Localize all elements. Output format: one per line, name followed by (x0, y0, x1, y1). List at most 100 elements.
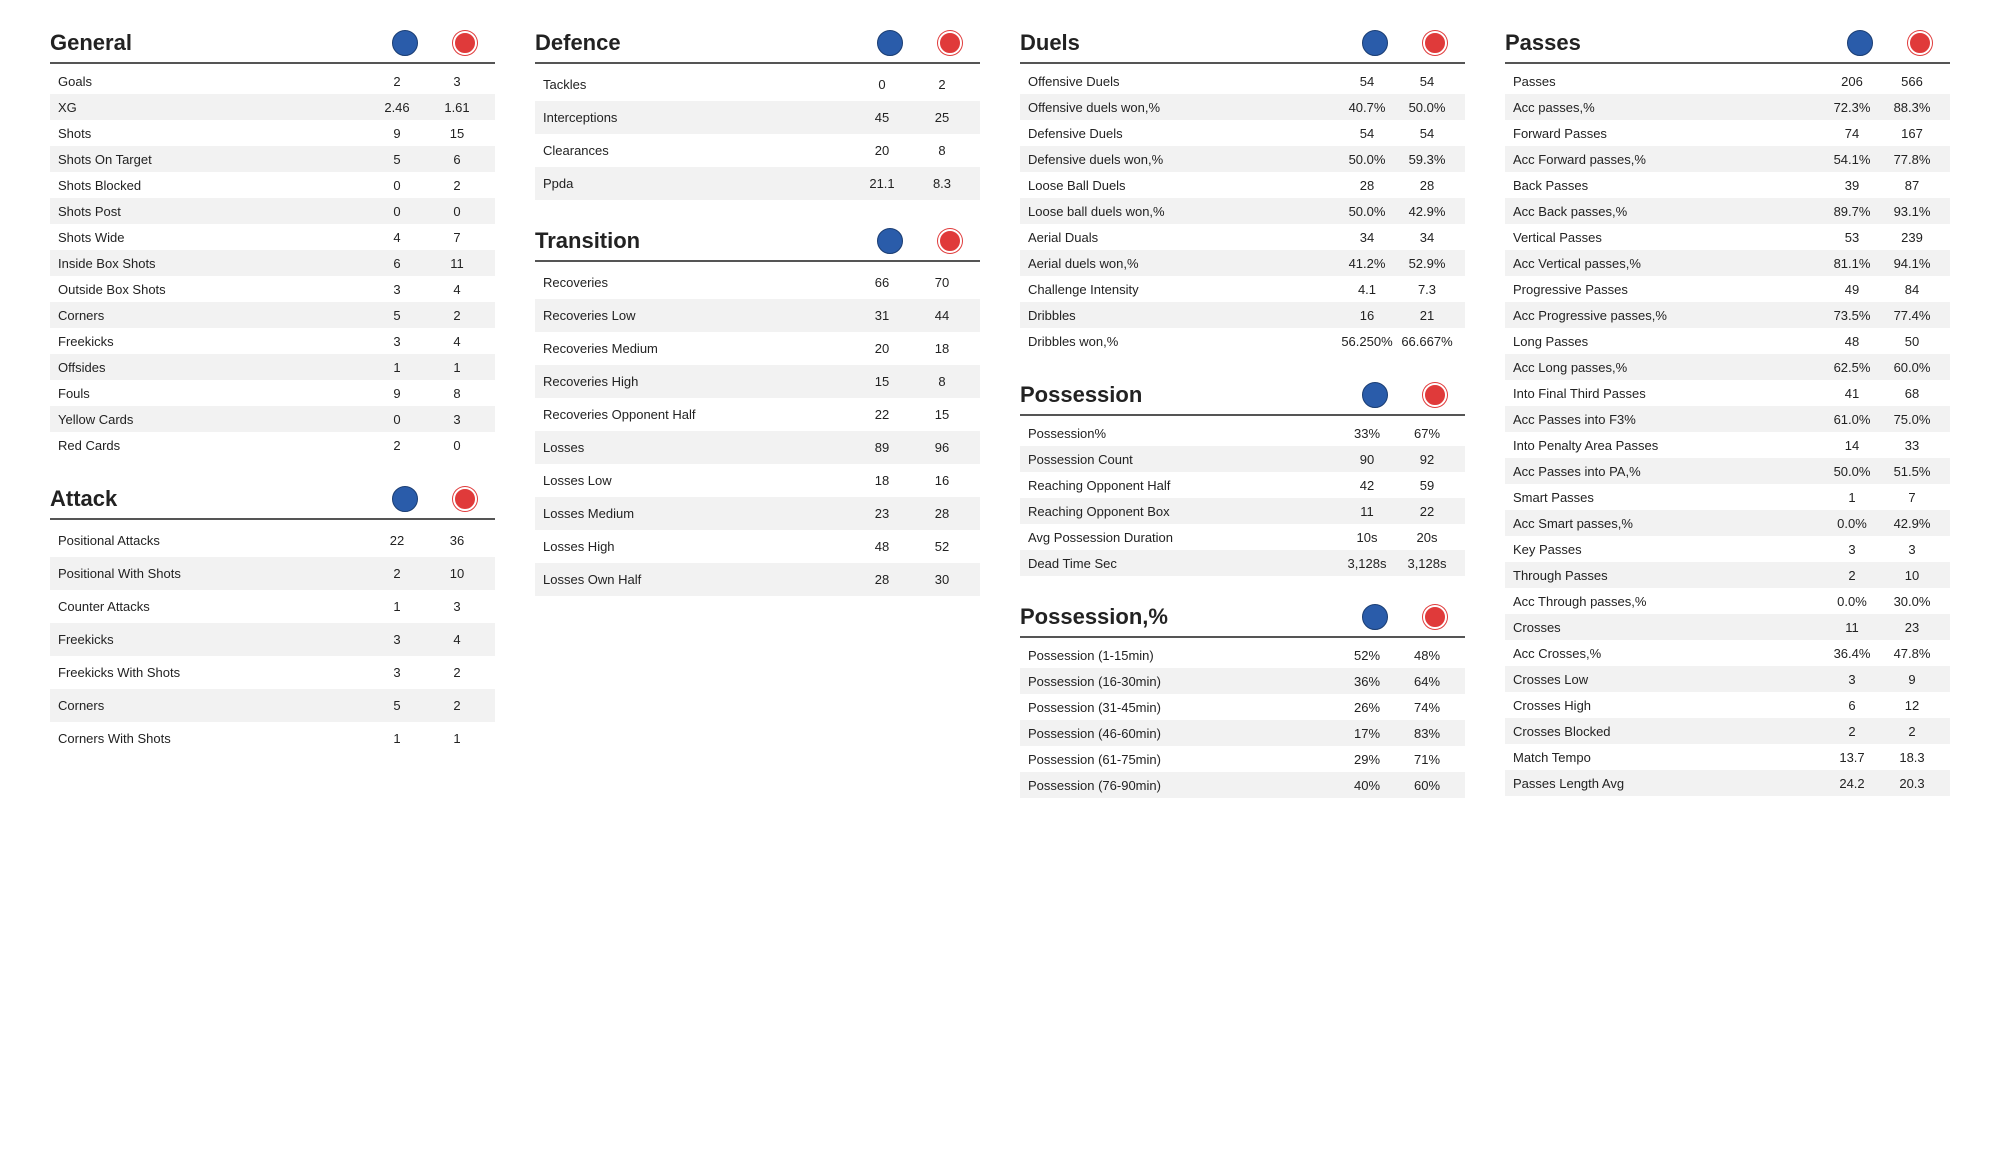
stat-away-value: 1 (427, 731, 487, 746)
stat-label: Recoveries Opponent Half (543, 407, 852, 422)
stat-away-value: 12 (1882, 698, 1942, 713)
stat-away-value: 77.8% (1882, 152, 1942, 167)
stat-away-value: 7.3 (1397, 282, 1457, 297)
stat-home-value: 74 (1822, 126, 1882, 141)
stat-home-value: 3 (367, 632, 427, 647)
home-crest-icon (1362, 604, 1388, 630)
stat-row: Reaching Opponent Half4259 (1020, 472, 1465, 498)
stat-label: Recoveries Low (543, 308, 852, 323)
stat-row: Crosses Low39 (1505, 666, 1950, 692)
stat-away-value: 77.4% (1882, 308, 1942, 323)
stat-away-value: 33 (1882, 438, 1942, 453)
stat-label: Corners (58, 698, 367, 713)
stat-home-value: 0.0% (1822, 594, 1882, 609)
stat-away-value: 0 (427, 438, 487, 453)
stat-away-value: 70 (912, 275, 972, 290)
stat-label: Possession (61-75min) (1028, 752, 1337, 767)
stat-row: Positional With Shots210 (50, 557, 495, 590)
stat-label: Possession (76-90min) (1028, 778, 1337, 793)
stat-label: Shots Post (58, 204, 367, 219)
stat-away-value: 10 (1882, 568, 1942, 583)
stat-home-value: 41.2% (1337, 256, 1397, 271)
stat-row: Defensive duels won,%50.0%59.3% (1020, 146, 1465, 172)
stat-row: Acc Vertical passes,%81.1%94.1% (1505, 250, 1950, 276)
stat-label: Crosses High (1513, 698, 1822, 713)
stat-home-value: 40% (1337, 778, 1397, 793)
stat-label: Positional With Shots (58, 566, 367, 581)
stat-label: Counter Attacks (58, 599, 367, 614)
stat-home-value: 48 (852, 539, 912, 554)
stat-home-value: 0 (367, 178, 427, 193)
away-crest-icon (453, 31, 477, 55)
stat-row: Loose Ball Duels2828 (1020, 172, 1465, 198)
away-crest-icon (453, 487, 477, 511)
stat-label: Defensive Duels (1028, 126, 1337, 141)
away-crest-icon (1908, 31, 1932, 55)
home-crest-icon (877, 228, 903, 254)
stat-label: Acc Smart passes,% (1513, 516, 1822, 531)
stat-row: Counter Attacks13 (50, 590, 495, 623)
away-crest-cell (1405, 605, 1465, 629)
stat-home-value: 5 (367, 152, 427, 167)
stat-away-value: 28 (912, 506, 972, 521)
stat-row: Fouls98 (50, 380, 495, 406)
stat-home-value: 49 (1822, 282, 1882, 297)
away-crest-cell (920, 229, 980, 253)
stat-row: Losses Low1816 (535, 464, 980, 497)
stat-home-value: 0 (852, 77, 912, 92)
away-crest-cell (1890, 31, 1950, 55)
stat-away-value: 23 (1882, 620, 1942, 635)
stat-home-value: 3 (367, 334, 427, 349)
stat-home-value: 42 (1337, 478, 1397, 493)
stat-home-value: 89 (852, 440, 912, 455)
stat-row: Forward Passes74167 (1505, 120, 1950, 146)
stat-row: Acc Long passes,%62.5%60.0% (1505, 354, 1950, 380)
stat-row: Reaching Opponent Box1122 (1020, 498, 1465, 524)
rows-passes: Passes206566Acc passes,%72.3%88.3%Forwar… (1505, 68, 1950, 796)
stat-label: Acc Forward passes,% (1513, 152, 1822, 167)
stat-home-value: 2 (367, 438, 427, 453)
stat-home-value: 14 (1822, 438, 1882, 453)
home-crest-cell (1345, 30, 1405, 56)
stat-label: Avg Possession Duration (1028, 530, 1337, 545)
stat-away-value: 7 (427, 230, 487, 245)
away-crest-cell (920, 31, 980, 55)
stat-label: Shots On Target (58, 152, 367, 167)
section-defence: Defence Tackles02Interceptions4525Cleara… (535, 30, 980, 200)
stat-row: Inside Box Shots611 (50, 250, 495, 276)
section-possession: Possession Possession%33%67%Possession C… (1020, 382, 1465, 576)
stat-label: Loose ball duels won,% (1028, 204, 1337, 219)
stat-home-value: 21.1 (852, 176, 912, 191)
stat-home-value: 73.5% (1822, 308, 1882, 323)
stat-row: Recoveries6670 (535, 266, 980, 299)
section-title: Transition (535, 228, 860, 254)
stat-away-value: 64% (1397, 674, 1457, 689)
stat-row: Key Passes33 (1505, 536, 1950, 562)
section-header: Possession,% (1020, 604, 1465, 638)
stat-label: Tackles (543, 77, 852, 92)
stat-row: Crosses Blocked22 (1505, 718, 1950, 744)
stat-away-value: 59.3% (1397, 152, 1457, 167)
stat-label: Losses Own Half (543, 572, 852, 587)
stats-grid: General Goals23XG2.461.61Shots915Shots O… (50, 30, 1950, 826)
stat-label: Key Passes (1513, 542, 1822, 557)
stat-home-value: 50.0% (1337, 152, 1397, 167)
stat-away-value: 68 (1882, 386, 1942, 401)
stat-away-value: 2 (912, 77, 972, 92)
stat-away-value: 52 (912, 539, 972, 554)
stat-away-value: 36 (427, 533, 487, 548)
stat-label: Possession (46-60min) (1028, 726, 1337, 741)
rows-defence: Tackles02Interceptions4525Clearances208P… (535, 68, 980, 200)
stat-label: Crosses (1513, 620, 1822, 635)
home-crest-icon (1847, 30, 1873, 56)
stat-home-value: 9 (367, 386, 427, 401)
away-crest-icon (938, 31, 962, 55)
section-passes: Passes Passes206566Acc passes,%72.3%88.3… (1505, 30, 1950, 796)
section-possession-pct: Possession,% Possession (1-15min)52%48%P… (1020, 604, 1465, 798)
stat-label: Passes (1513, 74, 1822, 89)
stat-away-value: 71% (1397, 752, 1457, 767)
stat-label: Possession (1-15min) (1028, 648, 1337, 663)
home-crest-cell (1830, 30, 1890, 56)
stat-row: Crosses1123 (1505, 614, 1950, 640)
stat-label: Back Passes (1513, 178, 1822, 193)
